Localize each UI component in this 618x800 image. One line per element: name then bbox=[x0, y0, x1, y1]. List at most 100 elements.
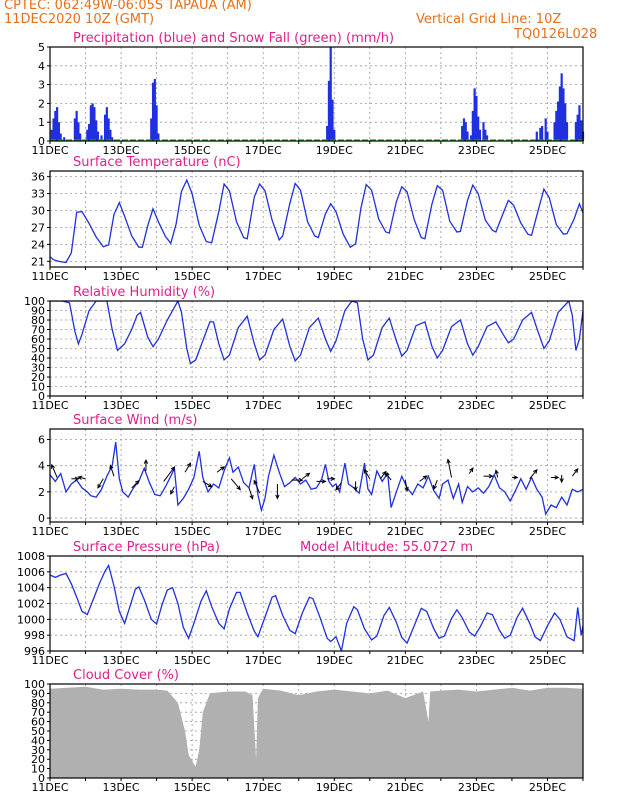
pressure-line bbox=[50, 563, 583, 651]
run-date-header: 11DEC2020 10Z (GMT) bbox=[4, 12, 155, 27]
panel5-x-tick-label: 21DEC bbox=[387, 654, 424, 667]
wind-arrow-shaft bbox=[253, 480, 261, 494]
panel2-y-tick-label: 27 bbox=[31, 221, 45, 234]
precipitation-bar bbox=[482, 122, 485, 141]
wind-arrow-shaft bbox=[51, 464, 58, 478]
precipitation-bar bbox=[109, 129, 112, 141]
panel2-y-tick-label: 36 bbox=[31, 171, 45, 184]
panel6-x-tick-label: 13DEC bbox=[103, 781, 140, 794]
panel1-y-tick-label: 5 bbox=[38, 41, 45, 54]
wind-arrow-shaft bbox=[495, 470, 499, 478]
panel6-y-tick-label: 80 bbox=[31, 697, 45, 710]
panel5-y-tick-label: 1000 bbox=[17, 613, 45, 626]
precipitation-bar bbox=[574, 122, 577, 141]
panel1-y-tick-label: 2 bbox=[38, 97, 45, 110]
wind-arrow-head bbox=[404, 486, 409, 493]
wind-arrow-shaft bbox=[301, 472, 310, 480]
panel3-y-tick-label: 70 bbox=[31, 324, 45, 337]
panel4-y-tick-label: 4 bbox=[38, 460, 45, 473]
panel6-y-tick-label: 50 bbox=[31, 725, 45, 738]
wind-arrow-shaft bbox=[170, 486, 175, 495]
panel3-title: Relative Humidity (%) bbox=[73, 285, 215, 300]
panel6-y-tick-label: 90 bbox=[31, 687, 45, 700]
wind-arrow-shaft bbox=[571, 468, 579, 477]
wind-arrow-shaft bbox=[131, 480, 140, 489]
panel4-x-tick-label: 11DEC bbox=[31, 525, 68, 538]
panel6-x-tick-label: 17DEC bbox=[245, 781, 282, 794]
wind-arrow-head bbox=[446, 458, 451, 464]
wind-arrow-head bbox=[559, 478, 564, 484]
precipitation-bar bbox=[75, 110, 78, 141]
precipitation-bar bbox=[105, 107, 108, 141]
precipitation-bar bbox=[151, 82, 155, 141]
precipitation-bar bbox=[73, 118, 76, 141]
panel4-x-tick-label: 13DEC bbox=[103, 525, 140, 538]
panel3-y-tick-label: 40 bbox=[31, 352, 45, 365]
precipitation-bar bbox=[333, 129, 336, 141]
panel1-y-tick-label: 4 bbox=[38, 60, 45, 73]
panel6-y-tick-label: 30 bbox=[31, 744, 45, 757]
panel2-y-tick-label: 24 bbox=[31, 238, 45, 251]
wind-arrow-shaft bbox=[202, 480, 213, 488]
wind-arrow-shaft bbox=[433, 479, 438, 490]
precipitation-bar bbox=[331, 99, 334, 141]
panel6-frame bbox=[49, 683, 584, 779]
wind-arrow-head bbox=[143, 458, 149, 464]
wind-arrow-head bbox=[74, 476, 80, 481]
panel1-x-tick-label: 17DEC bbox=[245, 144, 282, 157]
panel2-y-tick-label: 21 bbox=[31, 255, 45, 268]
panel3-y-tick-label: 90 bbox=[31, 305, 45, 318]
wind-arrow-shaft bbox=[184, 462, 191, 473]
panel4-x-tick-label: 19DEC bbox=[316, 525, 353, 538]
precipitation-bar bbox=[576, 114, 579, 141]
panel3-x-tick-label: 21DEC bbox=[387, 399, 424, 412]
panel2-x-tick-label: 23DEC bbox=[458, 270, 495, 283]
precipitation-bar bbox=[565, 122, 569, 141]
panel1-x-tick-label: 15DEC bbox=[174, 144, 211, 157]
panel4-x-tick-label: 17DEC bbox=[245, 525, 282, 538]
panel1-title: Precipitation (blue) and Snow Fall (gree… bbox=[73, 31, 394, 46]
panel4-y-tick-label: 6 bbox=[38, 433, 45, 446]
wind-arrow-head bbox=[275, 494, 280, 500]
panel4-x-tick-label: 15DEC bbox=[174, 525, 211, 538]
panel5-y-tick-label: 1004 bbox=[17, 582, 45, 595]
precipitation-bar bbox=[111, 137, 114, 141]
precipitation-bar bbox=[329, 47, 332, 141]
wind-speed-line bbox=[50, 442, 583, 516]
wind-arrow-shaft bbox=[78, 476, 86, 480]
panel3-y-tick-label: 100 bbox=[24, 295, 45, 308]
wind-arrow-shaft bbox=[248, 487, 254, 499]
wind-arrow-shaft bbox=[404, 480, 408, 491]
panel2-x-tick-label: 21DEC bbox=[387, 270, 424, 283]
wind-arrow-shaft bbox=[447, 459, 453, 478]
panel3-y-tick-label: 20 bbox=[31, 371, 45, 384]
panel6-x-tick-label: 21DEC bbox=[387, 781, 424, 794]
panel1-y-tick-label: 3 bbox=[38, 79, 45, 92]
wind-arrow-shaft bbox=[216, 466, 225, 473]
panel6-title: Cloud Cover (%) bbox=[73, 668, 179, 683]
precipitation-bar bbox=[553, 122, 556, 141]
precipitation-bar bbox=[555, 110, 558, 141]
panel4-y-tick-label: 2 bbox=[38, 486, 45, 499]
wind-arrow-head bbox=[385, 471, 390, 477]
model-code: TQ0126L028 bbox=[514, 27, 598, 42]
temperature-line bbox=[50, 178, 583, 264]
humidity-line bbox=[50, 301, 583, 365]
wind-arrow-head bbox=[170, 489, 175, 495]
panel3-frame bbox=[49, 300, 584, 397]
panel5-y-tick-label: 1006 bbox=[17, 566, 45, 579]
wind-arrow-head bbox=[363, 468, 369, 474]
precipitation-bar bbox=[473, 88, 476, 141]
panel2-x-tick-label: 15DEC bbox=[174, 270, 211, 283]
panel6-y-tick-label: 20 bbox=[31, 753, 45, 766]
precipitation-bar bbox=[562, 88, 565, 141]
precipitation-bar bbox=[475, 95, 478, 141]
wind-arrow-head bbox=[298, 477, 304, 483]
panel3-y-tick-label: 0 bbox=[38, 390, 45, 403]
panel5-x-tick-label: 23DEC bbox=[458, 654, 495, 667]
model-altitude-label: Model Altitude: 55.0727 m bbox=[300, 540, 473, 555]
panel6-x-tick-label: 11DEC bbox=[31, 781, 68, 794]
wind-arrow-shaft bbox=[230, 478, 241, 490]
panel3-x-tick-label: 11DEC bbox=[31, 399, 68, 412]
